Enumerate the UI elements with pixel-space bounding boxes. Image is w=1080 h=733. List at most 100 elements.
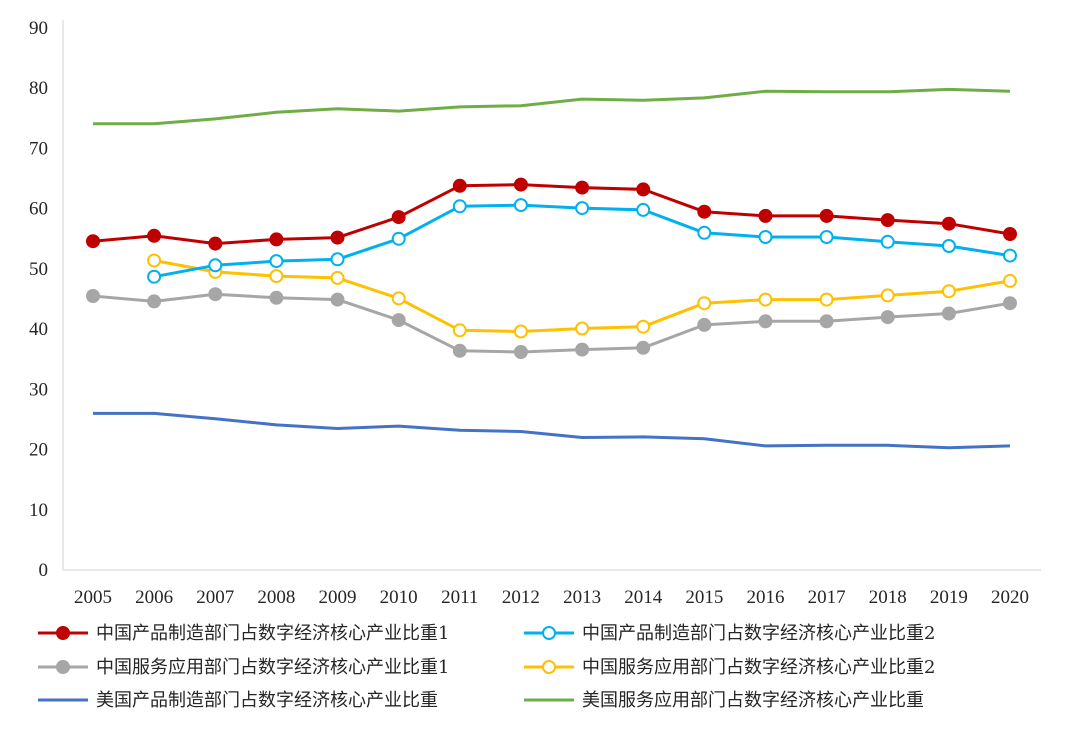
data-point [391,210,406,225]
data-point [697,296,712,311]
data-point [636,340,651,355]
series-5 [93,411,1011,450]
x-tick-label: 2006 [135,587,173,608]
legend: 中国产品制造部门占数字经济核心产业比重1 中国产品制造部门占数字经济核心产业比重2… [38,623,935,711]
series-3 [86,287,1017,359]
y-tick-label: 10 [29,500,48,521]
legend-item: 中国服务应用部门占数字经济核心产业比重2 [524,657,935,678]
x-tick-label: 2008 [257,587,295,608]
data-point [758,208,773,223]
data-point [697,225,712,240]
x-tick-label: 2007 [196,587,234,608]
data-point [330,230,345,245]
series-6 [93,87,1011,126]
data-point [391,291,406,306]
series-line [93,87,1011,126]
y-tick-label: 40 [29,319,48,340]
series-line [93,411,1011,450]
data-point [452,323,467,338]
data-point [208,287,223,302]
data-point [758,230,773,244]
data-point [513,324,528,339]
x-tick-label: 2019 [930,587,968,608]
data-point [513,198,528,213]
data-point [147,228,162,243]
data-point [269,290,284,305]
data-point [819,230,834,244]
data-point [819,292,834,307]
y-tick-label: 20 [29,440,48,461]
data-point [636,182,651,197]
data-point [86,234,100,249]
data-point [452,343,467,358]
data-point [208,258,223,273]
data-point [452,178,467,193]
y-tick-label: 60 [29,199,48,220]
x-axis: 2005 2006 2007 2008 2009 2010 2011 2012 2013 2014… [63,569,1041,608]
x-tick-label: 2014 [624,587,663,608]
data-point [880,288,895,303]
data-point [636,202,651,217]
data-point [513,345,528,359]
data-point [575,342,590,357]
data-point [1003,227,1017,241]
series-4 [147,253,1017,339]
data-point [880,213,895,228]
data-point [941,284,956,299]
x-tick-label: 2016 [746,587,784,608]
series-2 [147,198,1017,284]
plot-series [86,87,1017,450]
data-point [330,270,345,285]
x-tick-label: 2005 [74,587,112,608]
y-tick-label: 50 [29,259,48,280]
y-tick-label: 30 [29,379,48,400]
data-point [391,313,406,328]
data-point [147,294,162,309]
data-point [1003,248,1017,263]
legend-label: 中国服务应用部门占数字经济核心产业比重1 [96,657,449,678]
legend-marker [56,626,70,640]
y-tick-label: 80 [29,78,48,99]
data-point [880,234,895,249]
legend-label: 美国产品制造部门占数字经济核心产业比重 [96,690,438,711]
data-point [575,321,590,336]
data-point [880,310,895,325]
data-point [697,204,712,219]
y-tick-label: 70 [29,138,48,159]
x-tick-label: 2018 [869,587,907,608]
series-line [92,292,1011,354]
data-point [575,180,590,195]
data-point [819,208,834,223]
data-point [452,199,467,214]
legend-marker [56,660,70,674]
data-point [758,314,773,329]
data-point [269,269,284,284]
x-tick-label: 2012 [502,587,540,608]
data-point [819,314,834,329]
data-point [330,252,345,267]
data-point [941,306,956,321]
legend-item: 中国产品制造部门占数字经济核心产业比重1 [38,623,449,644]
y-tick-label: 0 [39,560,49,581]
data-point [147,269,162,284]
x-tick-label: 2011 [441,587,478,608]
data-point [636,319,651,334]
data-point [941,216,956,231]
legend-label: 中国产品制造部门占数字经济核心产业比重1 [96,623,449,644]
x-tick-label: 2009 [319,587,357,608]
data-point [86,289,100,303]
y-tick-label: 90 [29,18,48,39]
data-point [330,292,345,307]
data-point [758,292,773,307]
series-1 [86,177,1017,251]
data-point [391,231,406,246]
data-point [575,201,590,216]
x-tick-label: 2017 [808,587,846,608]
data-point [147,253,162,268]
data-point [269,232,284,247]
data-point [208,236,223,251]
y-axis: 0 10 20 30 40 50 60 70 80 90 [29,18,64,581]
data-point [941,239,956,253]
legend-item: 美国服务应用部门占数字经济核心产业比重 [524,690,924,711]
